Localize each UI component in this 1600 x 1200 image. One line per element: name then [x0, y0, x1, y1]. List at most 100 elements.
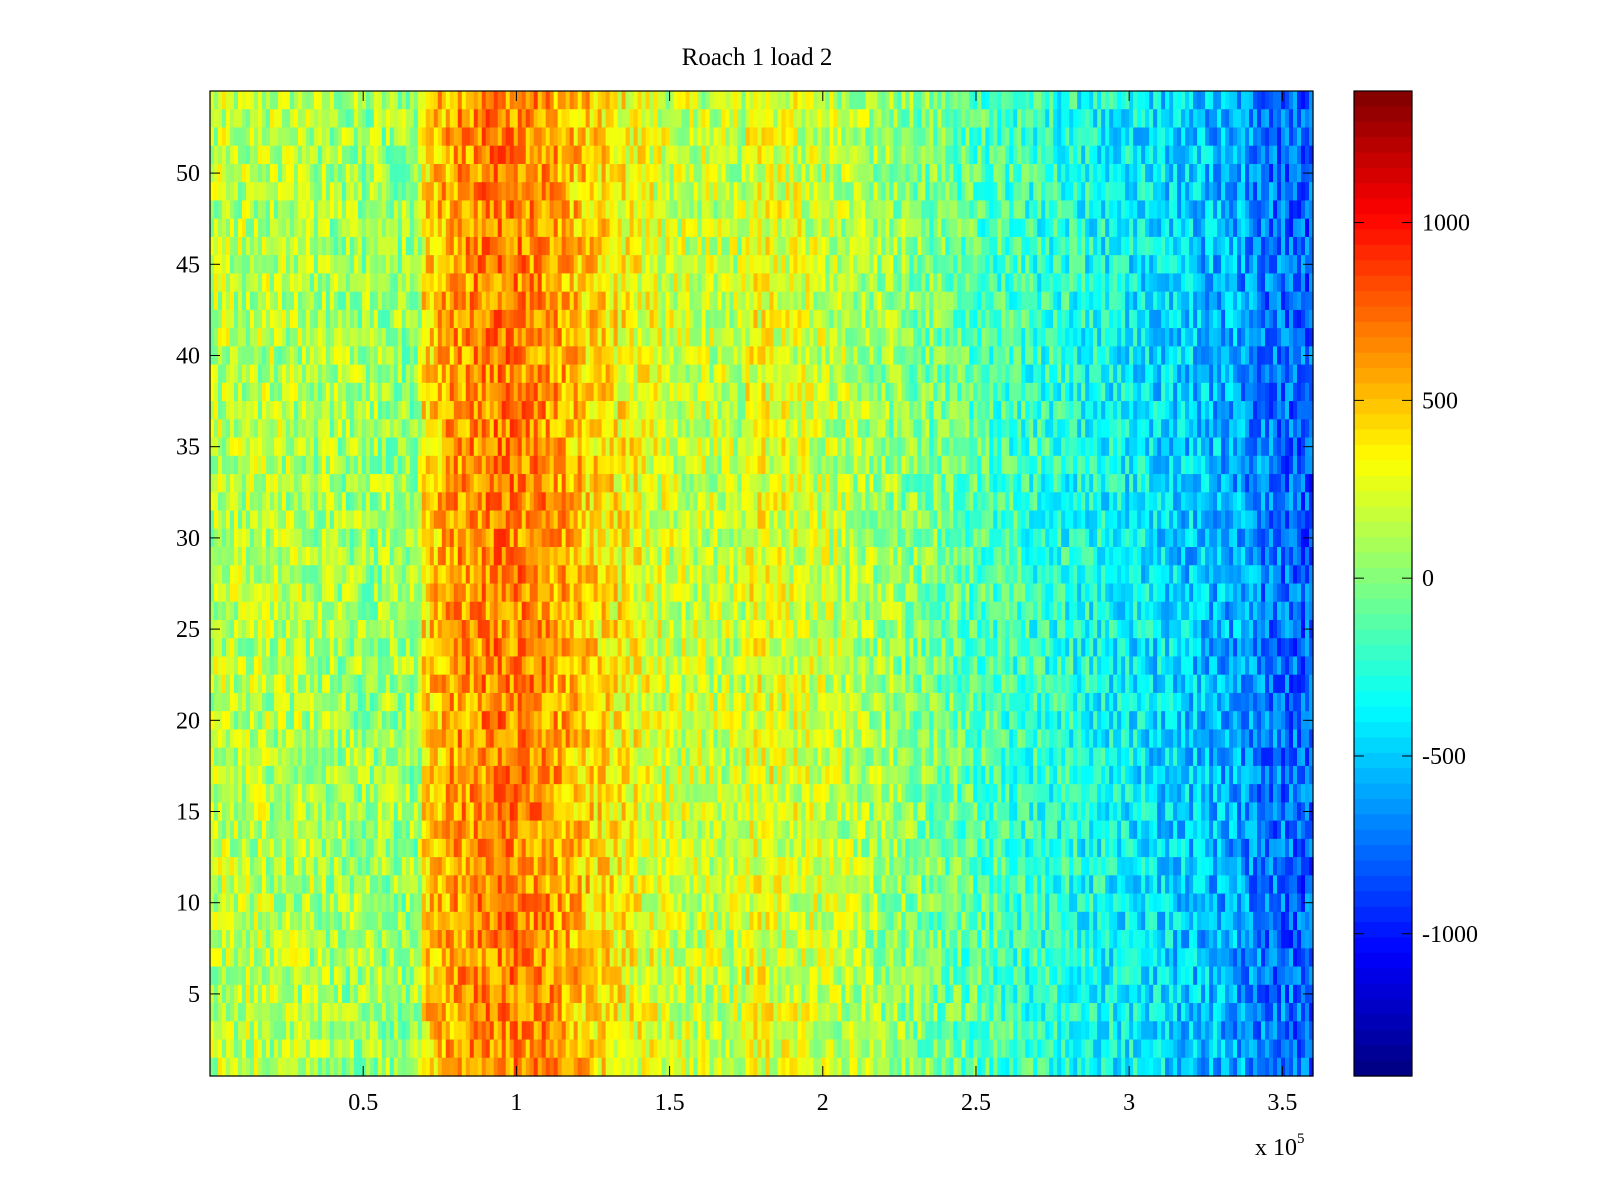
heatmap-cell: [805, 145, 811, 165]
heatmap-cell: [593, 163, 599, 183]
heatmap-cell: [373, 109, 379, 129]
heatmap-cell: [281, 291, 287, 311]
heatmap-cell: [445, 127, 451, 147]
heatmap-cell: [465, 127, 471, 147]
heatmap-cell: [965, 127, 970, 147]
heatmap-cell: [1125, 91, 1130, 110]
heatmap-cell: [573, 291, 579, 311]
heatmap-cell: [1017, 236, 1022, 256]
heatmap-cell: [621, 255, 627, 275]
heatmap-cell: [557, 364, 563, 384]
heatmap-cell: [385, 109, 391, 129]
heatmap-cell: [1189, 309, 1194, 329]
heatmap-cell: [561, 328, 567, 347]
heatmap-cell: [1233, 91, 1238, 110]
heatmap-cell: [469, 346, 475, 366]
heatmap-cell: [1261, 401, 1266, 420]
heatmap-cell: [1101, 309, 1106, 329]
heatmap-cell: [1189, 346, 1194, 366]
heatmap-cell: [769, 255, 775, 275]
heatmap-cell: [489, 401, 495, 420]
heatmap-cell: [1237, 163, 1242, 183]
heatmap-cell: [1277, 200, 1282, 220]
heatmap-cell: [345, 145, 351, 165]
heatmap-cell: [393, 91, 399, 110]
heatmap-cell: [717, 236, 723, 256]
heatmap-cell: [557, 182, 563, 202]
heatmap-cell: [1253, 273, 1258, 293]
heatmap-cell: [229, 218, 235, 238]
heatmap-cell: [469, 109, 475, 129]
heatmap-cell: [533, 91, 539, 110]
heatmap-cell: [273, 236, 279, 256]
heatmap-cell: [589, 200, 595, 220]
heatmap-cell: [277, 218, 283, 238]
heatmap-cell: [265, 182, 271, 202]
heatmap-cell: [649, 127, 655, 147]
heatmap-cell: [869, 109, 874, 129]
heatmap-cell: [709, 127, 715, 147]
heatmap-cell: [785, 200, 791, 220]
heatmap-cell: [1117, 255, 1122, 275]
heatmap-cell: [637, 255, 643, 275]
heatmap-cell: [501, 200, 507, 220]
heatmap-cell: [833, 273, 839, 293]
heatmap-cell: [641, 291, 647, 311]
heatmap-cell: [1249, 401, 1254, 420]
heatmap-cell: [693, 91, 699, 110]
heatmap-cell: [245, 218, 251, 238]
heatmap-cell: [1037, 364, 1042, 384]
heatmap-cell: [397, 91, 403, 110]
heatmap-cell: [517, 401, 523, 420]
heatmap-cell: [1169, 182, 1174, 202]
heatmap-cell: [269, 346, 275, 366]
heatmap-cell: [841, 163, 847, 183]
heatmap-cell: [833, 255, 839, 275]
heatmap-cell: [1137, 109, 1142, 129]
heatmap-cell: [361, 145, 367, 165]
heatmap-cell: [797, 200, 803, 220]
heatmap-cell: [1057, 182, 1062, 202]
heatmap-cell: [1037, 291, 1042, 311]
heatmap-cell: [1261, 255, 1266, 275]
heatmap-cell: [1041, 309, 1046, 329]
heatmap-cell: [333, 127, 339, 147]
heatmap-cell: [1185, 382, 1190, 402]
heatmap-cell: [617, 200, 623, 220]
heatmap-cell: [465, 382, 471, 402]
heatmap-cell: [337, 91, 343, 110]
heatmap-cell: [1265, 145, 1270, 165]
heatmap-cell: [1049, 346, 1054, 366]
heatmap-cell: [405, 109, 411, 129]
heatmap-cell: [745, 401, 751, 420]
heatmap-cell: [1121, 236, 1126, 256]
heatmap-cell: [233, 163, 239, 183]
heatmap-cell: [797, 273, 803, 293]
heatmap-cell: [677, 328, 683, 347]
heatmap-cell: [277, 328, 283, 347]
heatmap-cell: [1217, 255, 1222, 275]
heatmap-cell: [957, 273, 962, 293]
heatmap-cell: [581, 218, 587, 238]
heatmap-cell: [313, 401, 319, 420]
heatmap-cell: [305, 200, 311, 220]
heatmap-cell: [657, 401, 663, 420]
heatmap-cell: [1169, 91, 1174, 110]
heatmap-cell: [221, 218, 227, 238]
heatmap-cell: [1181, 218, 1186, 238]
heatmap-cell: [389, 309, 395, 329]
heatmap-cell: [1061, 163, 1066, 183]
heatmap-cell: [897, 218, 902, 238]
heatmap-cell: [421, 291, 427, 311]
heatmap-cell: [901, 273, 906, 293]
heatmap-cell: [1177, 328, 1182, 347]
heatmap-cell: [1245, 127, 1250, 147]
heatmap-cell: [977, 401, 982, 420]
heatmap-cell: [1181, 127, 1186, 147]
heatmap-cell: [677, 236, 683, 256]
heatmap-cell: [693, 401, 699, 420]
heatmap-cell: [853, 200, 859, 220]
heatmap-cell: [505, 182, 511, 202]
heatmap-cell: [273, 273, 279, 293]
